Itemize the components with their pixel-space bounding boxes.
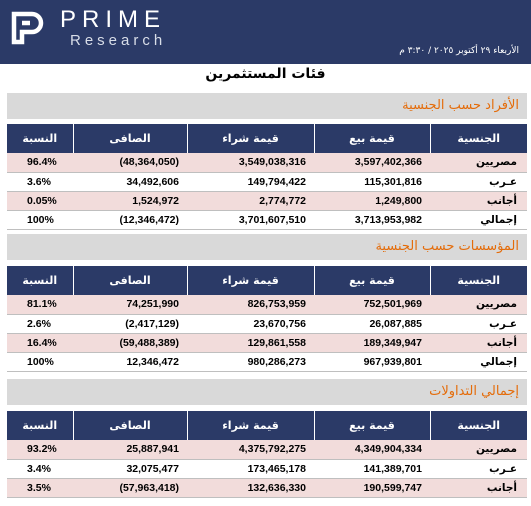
col-header-net: الصافى	[73, 266, 188, 295]
nationality-cell: عـرب	[430, 459, 527, 479]
table-row: 2.6% (2,417,129) 23,670,756 26,087,885 ع…	[7, 314, 527, 334]
pct-cell: 2.6%	[7, 314, 73, 334]
net-cell: 12,346,472	[73, 352, 187, 372]
sell-cell: 3,713,953,982	[314, 210, 430, 230]
sell-cell: 189,349,947	[314, 333, 430, 353]
sell-cell: 115,301,816	[314, 172, 430, 192]
nationality-cell: مصريين	[430, 153, 527, 173]
institutions-table: النسبة الصافى قيمة شراء قيمة بيع الجنسية…	[7, 266, 527, 372]
buy-cell: 2,774,772	[187, 191, 314, 211]
nationality-cell: مصريين	[430, 440, 527, 460]
col-header-nationality: الجنسية	[430, 124, 527, 153]
pct-cell: 0.05%	[7, 191, 73, 211]
nationality-cell: مصريين	[430, 295, 527, 315]
pct-cell: 3.4%	[7, 459, 73, 479]
nationality-cell: إجمالي	[430, 352, 527, 372]
pct-cell: 96.4%	[7, 153, 73, 173]
col-header-buy-value: قيمة شراء	[187, 411, 315, 440]
col-header-net: الصافى	[73, 411, 188, 440]
net-cell: (57,963,418)	[73, 478, 187, 498]
nationality-cell: عـرب	[430, 172, 527, 192]
net-cell: 1,524,972	[73, 191, 187, 211]
buy-cell: 23,670,756	[187, 314, 314, 334]
col-header-nationality: الجنسية	[430, 411, 527, 440]
net-cell: 74,251,990	[73, 295, 187, 315]
sell-cell: 3,597,402,366	[314, 153, 430, 173]
brand-name: PRIME	[60, 6, 167, 33]
report-header: PRIME Research الأربعاء ٢٩ أكتوبر ٢٠٢٥ /…	[0, 0, 531, 64]
buy-cell: 826,753,959	[187, 295, 314, 315]
buy-cell: 132,636,330	[187, 478, 314, 498]
table-row: 81.1% 74,251,990 826,753,959 752,501,969…	[7, 295, 527, 315]
col-header-buy-value: قيمة شراء	[187, 124, 315, 153]
table-row: 0.05% 1,524,972 2,774,772 1,249,800 أجان…	[7, 191, 527, 211]
table-row: 16.4% (59,488,389) 129,861,558 189,349,9…	[7, 333, 527, 353]
individuals-table: النسبة الصافى قيمة شراء قيمة بيع الجنسية…	[7, 124, 527, 230]
nationality-cell: أجانب	[430, 191, 527, 211]
buy-cell: 173,465,178	[187, 459, 314, 479]
prime-logo-icon	[11, 11, 44, 45]
report-date: الأربعاء ٢٩ أكتوبر ٢٠٢٥ / ٣:٣٠ م	[399, 46, 519, 56]
net-cell: (12,346,472)	[73, 210, 187, 230]
nationality-cell: عـرب	[430, 314, 527, 334]
col-header-sell-value: قيمة بيع	[314, 266, 431, 295]
col-header-percentage: النسبة	[7, 266, 74, 295]
sell-cell: 752,501,969	[314, 295, 430, 315]
sell-cell: 1,249,800	[314, 191, 430, 211]
section-title-individuals: الأفراد حسب الجنسية	[7, 93, 527, 119]
table-row: 3.4% 32,075,477 173,465,178 141,389,701 …	[7, 459, 527, 479]
buy-cell: 4,375,792,275	[187, 440, 314, 460]
brand-subtitle: Research	[70, 32, 167, 49]
pct-cell: 100%	[7, 210, 73, 230]
buy-cell: 3,549,038,316	[187, 153, 314, 173]
sell-cell: 141,389,701	[314, 459, 430, 479]
sell-cell: 190,599,747	[314, 478, 430, 498]
net-cell: (2,417,129)	[73, 314, 187, 334]
nationality-cell: أجانب	[430, 478, 527, 498]
table-row: 96.4% (48,364,050) 3,549,038,316 3,597,4…	[7, 153, 527, 173]
page-title: فئات المستثمرين	[205, 66, 326, 82]
sell-cell: 967,939,801	[314, 352, 430, 372]
col-header-sell-value: قيمة بيع	[314, 124, 431, 153]
buy-cell: 3,701,607,510	[187, 210, 314, 230]
nationality-cell: إجمالي	[430, 210, 527, 230]
table-row: 3.5% (57,963,418) 132,636,330 190,599,74…	[7, 478, 527, 498]
section-title-total-trading: إجمالي التداولات	[7, 379, 527, 405]
pct-cell: 3.6%	[7, 172, 73, 192]
net-cell: 25,887,941	[73, 440, 187, 460]
net-cell: 34,492,606	[73, 172, 187, 192]
col-header-buy-value: قيمة شراء	[187, 266, 315, 295]
pct-cell: 3.5%	[7, 478, 73, 498]
col-header-percentage: النسبة	[7, 411, 74, 440]
pct-cell: 100%	[7, 352, 73, 372]
total-trading-table: النسبة الصافى قيمة شراء قيمة بيع الجنسية…	[7, 411, 527, 498]
col-header-nationality: الجنسية	[430, 266, 527, 295]
pct-cell: 16.4%	[7, 333, 73, 353]
net-cell: (59,488,389)	[73, 333, 187, 353]
buy-cell: 129,861,558	[187, 333, 314, 353]
col-header-percentage: النسبة	[7, 124, 74, 153]
table-total-row: 100% (12,346,472) 3,701,607,510 3,713,95…	[7, 210, 527, 230]
net-cell: 32,075,477	[73, 459, 187, 479]
pct-cell: 93.2%	[7, 440, 73, 460]
table-row: 3.6% 34,492,606 149,794,422 115,301,816 …	[7, 172, 527, 192]
table-total-row: 100% 12,346,472 980,286,273 967,939,801 …	[7, 352, 527, 372]
col-header-sell-value: قيمة بيع	[314, 411, 431, 440]
nationality-cell: أجانب	[430, 333, 527, 353]
net-cell: (48,364,050)	[73, 153, 187, 173]
buy-cell: 980,286,273	[187, 352, 314, 372]
sell-cell: 26,087,885	[314, 314, 430, 334]
section-title-institutions: المؤسسات حسب الجنسية	[7, 234, 527, 260]
sell-cell: 4,349,904,334	[314, 440, 430, 460]
table-row: 93.2% 25,887,941 4,375,792,275 4,349,904…	[7, 440, 527, 460]
pct-cell: 81.1%	[7, 295, 73, 315]
col-header-net: الصافى	[73, 124, 188, 153]
buy-cell: 149,794,422	[187, 172, 314, 192]
